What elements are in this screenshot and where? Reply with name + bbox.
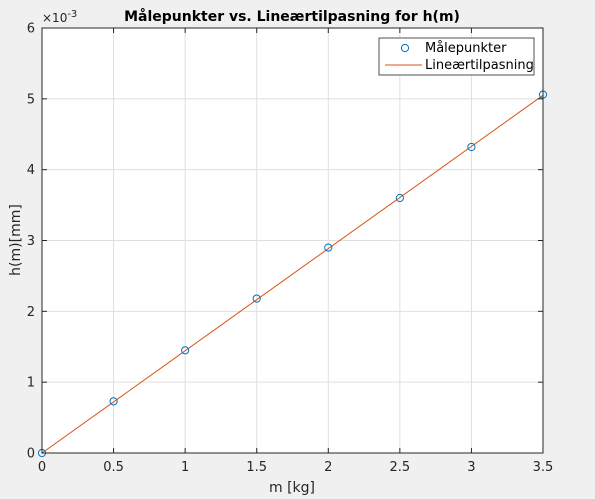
y-tick-label: 4 <box>27 163 35 178</box>
legend: Målepunkter Lineærtilpasning <box>378 37 535 76</box>
series-line-lineaertilpasning <box>41 94 544 454</box>
legend-marker-icon <box>400 43 410 53</box>
x-tick-label: 0.5 <box>103 460 124 475</box>
data-point-malepunkt <box>181 346 190 355</box>
x-tick-label: 2 <box>324 460 332 475</box>
y-axis-label: h(m)[mm] <box>8 204 24 276</box>
data-point-malepunkt <box>324 243 333 252</box>
x-tick-label: 1 <box>181 460 189 475</box>
x-tick-label: 3 <box>467 460 475 475</box>
y-exponent-label: ×10-3 <box>42 9 77 25</box>
data-point-malepunkt <box>467 142 476 152</box>
legend-entry-lineaertilpasning: Lineærtilpasning <box>425 58 534 73</box>
x-axis-label: m [kg] <box>269 480 315 496</box>
x-tick-label: 1.5 <box>246 460 267 475</box>
x-tick-label: 3.5 <box>533 460 554 475</box>
y-tick-label: 5 <box>27 92 35 107</box>
y-exponent-power: -3 <box>67 9 77 20</box>
data-point-malepunkt <box>395 193 404 203</box>
ticks: 0 0.5 1 1.5 2 2.5 3 3.5 0 1 2 3 4 5 6 <box>27 22 554 476</box>
y-tick-label: 6 <box>27 22 35 37</box>
y-tick-label: 3 <box>27 234 35 249</box>
legend-entry-malepunkter: Målepunkter <box>425 41 507 56</box>
series-layer <box>37 90 548 458</box>
x-tick-label: 0 <box>38 460 46 475</box>
chart-title: Målepunkter vs. Lineærtilpasning for h(m… <box>124 8 460 25</box>
y-exponent-base: ×10 <box>42 11 67 25</box>
y-tick-label: 0 <box>27 447 35 462</box>
x-tick-label: 2.5 <box>390 460 411 475</box>
data-point-malepunkt <box>252 294 261 303</box>
y-tick-label: 2 <box>27 305 35 320</box>
data-point-malepunkt <box>109 397 118 406</box>
y-tick-label: 1 <box>27 376 35 391</box>
